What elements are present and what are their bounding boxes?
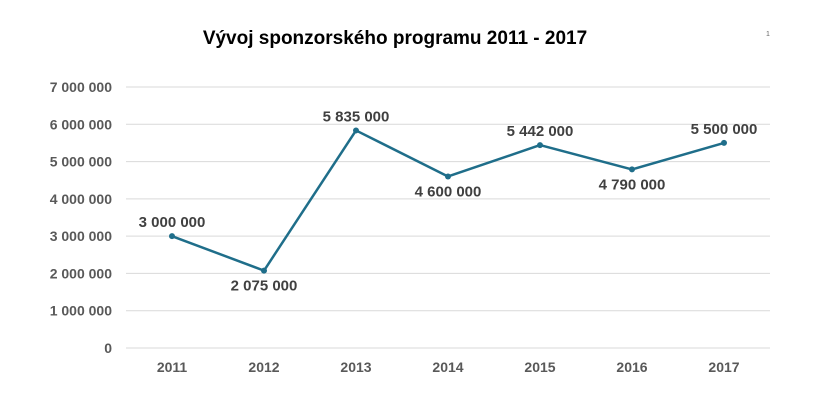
data-point: [537, 142, 543, 149]
y-tick-label: 7 000 000: [50, 79, 112, 95]
data-label: 2 075 000: [231, 278, 298, 295]
y-tick-label: 2 000 000: [50, 265, 112, 281]
chart-title: Vývoj sponzorského programu 2011 - 2017: [202, 28, 588, 49]
data-label: 5 442 000: [507, 123, 574, 140]
y-tick-label: 5 000 000: [50, 154, 112, 170]
data-point: [445, 173, 451, 180]
y-tick-label: 4 000 000: [50, 191, 112, 207]
y-tick-label: 3 000 000: [50, 228, 112, 244]
x-tick-label: 2011: [157, 359, 188, 375]
page-number: 1: [766, 31, 770, 38]
data-label: 5 500 000: [691, 121, 758, 138]
y-tick-label: 0: [104, 340, 112, 356]
y-tick-label: 1 000 000: [50, 303, 112, 319]
data-point: [629, 166, 635, 173]
data-label: 4 600 000: [415, 183, 482, 200]
x-tick-label: 2017: [708, 359, 739, 375]
data-point: [721, 139, 727, 146]
x-tick-label: 2015: [524, 359, 555, 375]
data-point: [169, 233, 175, 240]
data-label: 4 790 000: [599, 176, 666, 193]
x-tick-label: 2013: [340, 359, 371, 375]
data-point: [261, 267, 267, 274]
x-tick-label: 2014: [432, 359, 463, 375]
data-label: 3 000 000: [139, 214, 206, 231]
series-line: [171, 129, 725, 272]
x-tick-label: 2012: [248, 359, 279, 375]
y-tick-label: 6 000 000: [50, 116, 112, 132]
data-point: [353, 127, 359, 134]
data-label: 5 835 000: [323, 108, 390, 125]
x-tick-label: 2016: [616, 359, 647, 375]
